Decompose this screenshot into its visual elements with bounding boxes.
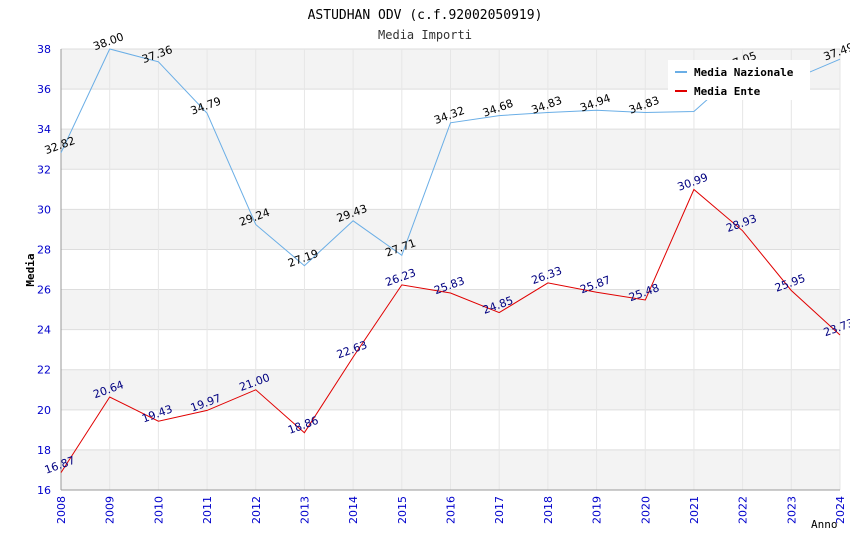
x-tick-label: 2011 (201, 496, 214, 524)
data-label: 18.86 (286, 414, 320, 437)
y-tick-label: 16 (37, 484, 51, 497)
axes (60, 49, 840, 491)
data-label: 27.19 (286, 247, 320, 270)
x-tick-label: 2012 (250, 496, 263, 524)
y-tick-label: 36 (37, 83, 51, 96)
legend-box (668, 60, 810, 100)
y-tick-label: 20 (37, 404, 51, 417)
x-tick-label: 2013 (298, 496, 311, 524)
x-tick-label: 2020 (639, 496, 652, 524)
x-tick-label: 2023 (785, 496, 798, 524)
legend-label-ente: Media Ente (694, 85, 761, 98)
x-tick-label: 2016 (445, 496, 458, 524)
x-tick-labels: 2008 2009 2010 2011 2012 2013 2014 2015 2016 2017… (55, 496, 847, 524)
x-tick-label: 2014 (347, 496, 360, 524)
chart-subtitle: Media Importi (378, 28, 472, 42)
y-tick-labels: 16 18 20 22 24 26 28 30 32 34 36 38 (37, 43, 51, 497)
x-tick-label: 2017 (493, 496, 506, 524)
y-tick-label: 22 (37, 364, 51, 377)
data-label: 34.79 (189, 95, 223, 118)
x-tick-label: 2015 (396, 496, 409, 524)
x-tick-label: 2008 (55, 496, 68, 524)
x-tick-label: 2010 (152, 496, 165, 524)
y-tick-label: 18 (37, 444, 51, 457)
data-label: 34.68 (481, 97, 515, 120)
y-tick-label: 30 (37, 203, 51, 216)
legend-label-nazionale: Media Nazionale (694, 66, 794, 79)
data-label: 34.32 (432, 104, 466, 127)
x-tick-label: 2019 (591, 496, 604, 524)
legend: Media Nazionale Media Ente (668, 60, 810, 100)
y-tick-label: 24 (37, 324, 51, 337)
series-line-ente (60, 188, 841, 473)
x-axis-label: Anno (811, 518, 838, 531)
y-tick-label: 38 (37, 43, 51, 56)
data-label: 34.83 (627, 94, 661, 117)
x-tick-label: 2024 (834, 496, 847, 524)
y-tick-label: 28 (37, 243, 51, 256)
data-label: 26.23 (384, 266, 418, 289)
y-tick-label: 26 (37, 284, 51, 297)
x-tick-label: 2018 (542, 496, 555, 524)
y-tick-label: 32 (37, 163, 51, 176)
x-tick-label: 2009 (104, 496, 117, 524)
y-axis-label: Media (24, 253, 37, 286)
data-label: 22.63 (335, 338, 369, 361)
x-tick-label: 2021 (688, 496, 701, 524)
data-label: 30.99 (676, 171, 710, 194)
x-tick-label: 2022 (737, 496, 750, 524)
y-tick-label: 34 (37, 123, 51, 136)
chart-title: ASTUDHAN ODV (c.f.92002050919) (308, 8, 543, 23)
data-label: 34.83 (530, 94, 564, 117)
